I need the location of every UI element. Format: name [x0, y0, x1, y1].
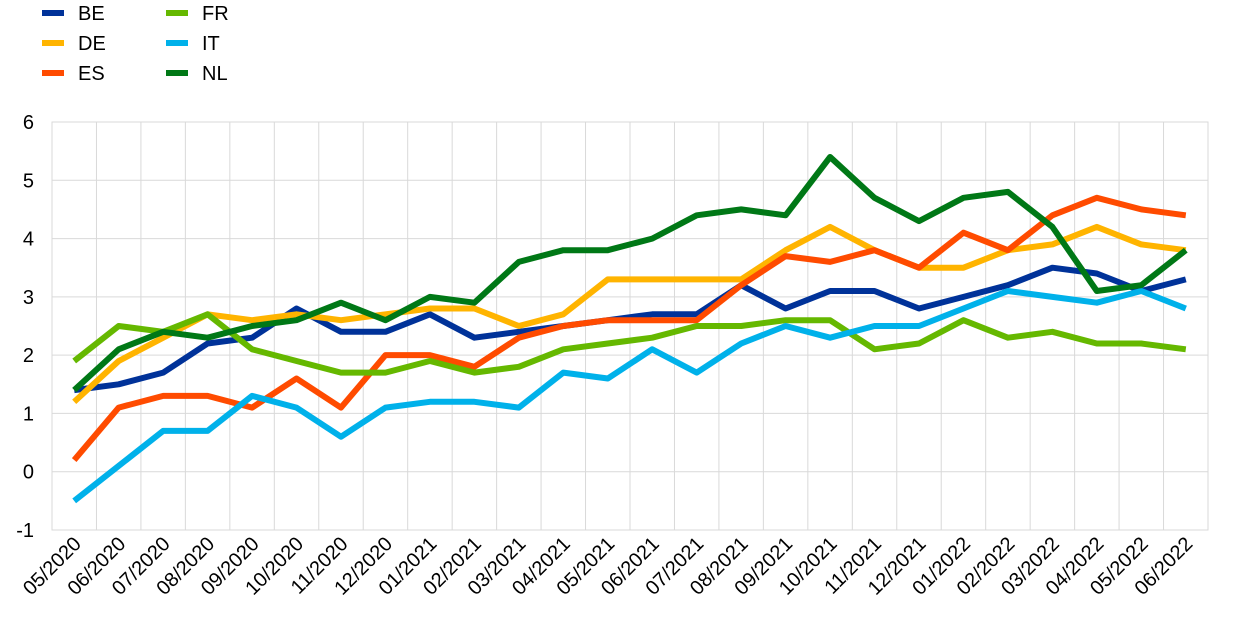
series-line-fr [72, 311, 1187, 376]
legend-item-nl: NL [166, 63, 228, 85]
legend-swatch [42, 40, 64, 46]
legend-swatch [42, 10, 64, 16]
legend-label: FR [202, 3, 229, 25]
legend-item-be: BE [42, 3, 105, 25]
y-tick-label: 4 [23, 229, 34, 251]
legend-item-fr: FR [166, 3, 229, 25]
series-lines [71, 154, 1188, 504]
legend: BE DE ES FR IT NL [42, 3, 229, 85]
x-axis: 05/202006/202007/202008/202009/202010/20… [19, 533, 1197, 600]
y-tick-label: 0 [23, 462, 34, 484]
y-axis: -1 0 1 2 3 4 5 6 [16, 112, 34, 542]
y-tick-label: 2 [23, 345, 34, 367]
legend-swatch [166, 10, 188, 16]
legend-label: IT [202, 33, 220, 55]
y-tick-label: 5 [23, 170, 34, 192]
series-line-it [72, 288, 1187, 504]
legend-label: ES [78, 63, 105, 85]
legend-swatch [166, 40, 188, 46]
y-tick-label: -1 [16, 520, 34, 542]
legend-item-de: DE [42, 33, 106, 55]
series-line-de [72, 223, 1187, 405]
legend-label: BE [78, 3, 105, 25]
legend-swatch [166, 70, 188, 76]
y-tick-label: 6 [23, 112, 34, 134]
legend-label: DE [78, 33, 106, 55]
legend-swatch [42, 70, 64, 76]
series-line-nl [72, 154, 1188, 393]
y-tick-label: 3 [23, 287, 34, 309]
series-line-es [71, 194, 1187, 463]
legend-label: NL [202, 63, 228, 85]
legend-item-it: IT [166, 33, 220, 55]
legend-item-es: ES [42, 63, 105, 85]
y-tick-label: 1 [23, 403, 34, 425]
